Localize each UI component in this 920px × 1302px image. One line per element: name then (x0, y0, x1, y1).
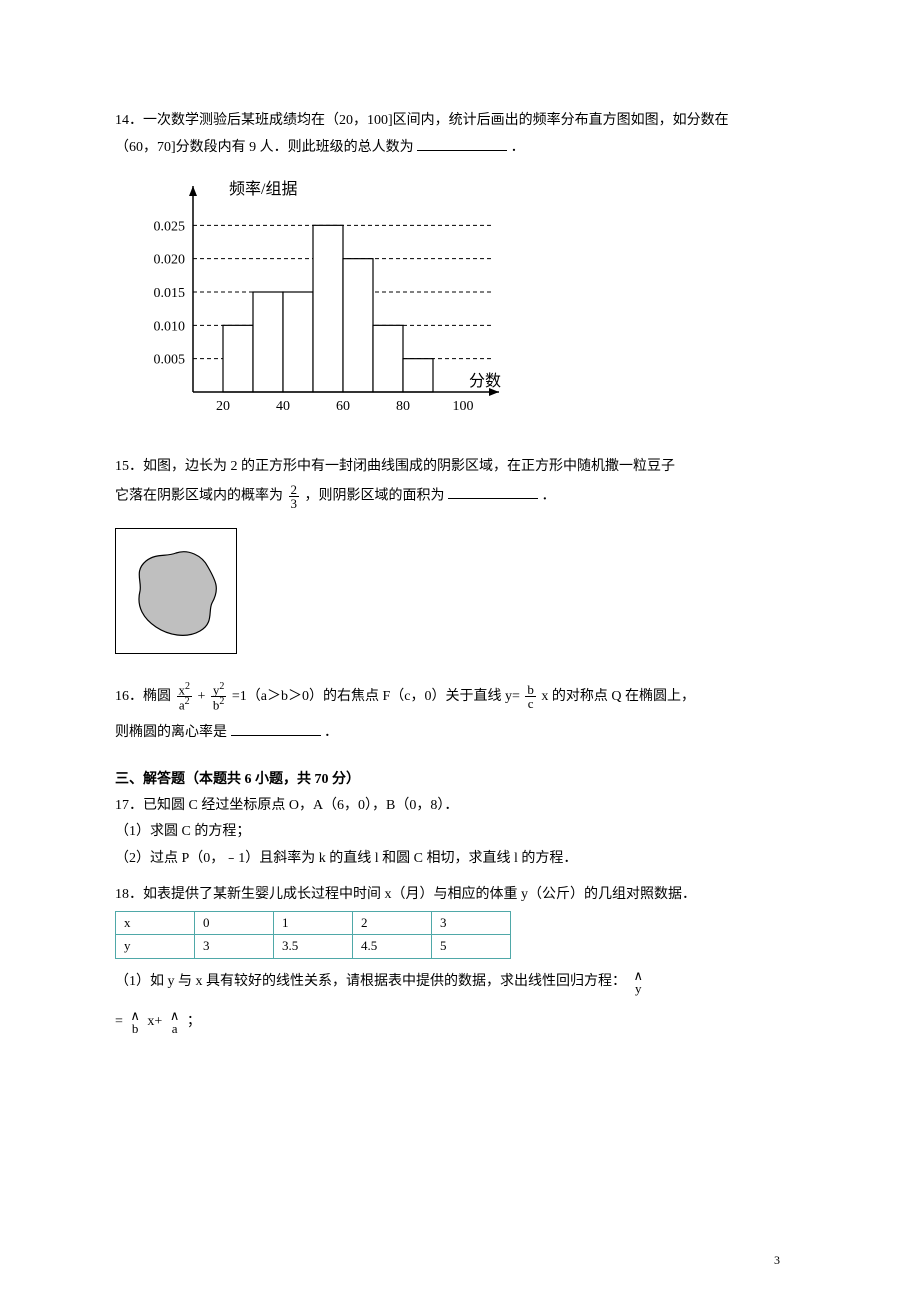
q18-eq-mid: x+ (147, 1014, 162, 1029)
svg-text:20: 20 (216, 399, 230, 414)
table-cell: 2 (353, 911, 432, 935)
q15-line1: 15．如图，边长为 2 的正方形中有一封闭曲线围成的阴影区域，在正方形中随机撒一… (115, 456, 805, 478)
q15-frac-den: 3 (289, 497, 300, 510)
table-cell: 0 (195, 911, 274, 935)
q18-l2-a: （1）如 y 与 x 具有较好的线性关系，请根据表中提供的数据，求出线性回归方程… (115, 974, 626, 989)
table-cell: 3 (432, 911, 511, 935)
q16-line2-b: ． (324, 725, 338, 740)
q14-line2-b: ． (511, 140, 525, 155)
q16-line2: 则椭圆的离心率是 ． (115, 721, 805, 744)
table-cell: 1 (274, 911, 353, 935)
q15-blank (448, 484, 538, 499)
q18-table: x0123y33.54.55 (115, 911, 511, 960)
q17-l2: （1）求圆 C 的方程； (115, 821, 805, 843)
q15-line2-a: 它落在阴影区域内的概率为 (115, 488, 283, 503)
q15-line2-b: ，则阴影区域的面积为 (305, 488, 445, 503)
table-cell: 5 (432, 935, 511, 959)
table-cell: 3 (195, 935, 274, 959)
q14-line2-a: （60，70]分数段内有 9 人．则此班级的总人数为 (115, 140, 414, 155)
q14-line1: 14．一次数学测验后某班成绩均在（20，100]区间内，统计后画出的频率分布直方… (115, 110, 805, 132)
q16-blank (231, 721, 321, 736)
q16-tail: x 的对称点 Q 在椭圆上， (541, 689, 695, 704)
svg-text:0.015: 0.015 (154, 286, 186, 301)
blob-shape (139, 551, 216, 635)
svg-text:0.020: 0.020 (154, 252, 186, 267)
q16-frac-bc: b c (525, 683, 536, 710)
q18-eq-post: ； (187, 1014, 201, 1029)
q18-l3: = ∧ b x+ ∧ a ； (115, 1009, 805, 1035)
q14-line2: （60，70]分数段内有 9 人．则此班级的总人数为 ． (115, 136, 805, 159)
svg-text:60: 60 (336, 399, 350, 414)
plus-sign: + (198, 689, 206, 704)
q15-fraction: 2 3 (289, 483, 300, 510)
hat-a: a (168, 1022, 182, 1035)
q15-line2-c: ． (542, 488, 556, 503)
q15-frac-num: 2 (289, 483, 300, 497)
hat-y: y (632, 982, 646, 995)
svg-text:0.005: 0.005 (154, 352, 186, 367)
svg-text:0.025: 0.025 (154, 219, 186, 234)
svg-text:分数: 分数 (469, 372, 501, 390)
q18-l2: （1）如 y 与 x 具有较好的线性关系，请根据表中提供的数据，求出线性回归方程… (115, 969, 805, 995)
q16-frac-b: y2 b2 (211, 682, 227, 712)
q16-bc-den: c (525, 697, 536, 710)
table-cell: 3.5 (274, 935, 353, 959)
svg-text:频率/组据: 频率/组据 (229, 180, 297, 198)
page-number: 3 (774, 1251, 780, 1270)
q16-pre: 16．椭圆 (115, 689, 171, 704)
hat-b: b (128, 1022, 142, 1035)
q17-l3: （2）过点 P（0，﹣1）且斜率为 k 的直线 l 和圆 C 相切，求直线 l … (115, 848, 805, 870)
q18-eq-pre: = (115, 1014, 123, 1029)
hat-a-icon: ∧ a (168, 1009, 182, 1035)
hat-y-icon: ∧ y (632, 969, 646, 995)
table-cell: 4.5 (353, 935, 432, 959)
q14-blank (417, 136, 507, 151)
blob-figure (115, 528, 237, 654)
table-cell: y (116, 935, 195, 959)
svg-text:0.010: 0.010 (154, 319, 186, 334)
q16-line1: 16．椭圆 x2 a2 + y2 b2 =1（a＞b＞0）的右焦点 F（c，0）… (115, 682, 805, 712)
q17-l1: 17．已知圆 C 经过坐标原点 O，A（6，0），B（0，8）． (115, 795, 805, 817)
q16-frac-a: x2 a2 (177, 682, 193, 712)
q15-line2: 它落在阴影区域内的概率为 2 3 ，则阴影区域的面积为 ． (115, 483, 805, 510)
svg-text:100: 100 (453, 399, 474, 414)
hat-b-icon: ∧ b (128, 1009, 142, 1035)
q16-line2-a: 则椭圆的离心率是 (115, 725, 227, 740)
q18-l1: 18．如表提供了某新生婴儿成长过程中时间 x（月）与相应的体重 y（公斤）的几组… (115, 884, 805, 906)
q16-mid: =1（a＞b＞0）的右焦点 F（c，0）关于直线 y= (232, 689, 520, 704)
svg-text:40: 40 (276, 399, 290, 414)
svg-text:80: 80 (396, 399, 410, 414)
histogram-chart: 0.005 0.010 0.015 0.020 0.025 20 40 60 80 100 频率/组… (123, 172, 523, 422)
q16-bc-num: b (525, 683, 536, 697)
section-3-title: 三、解答题（本题共 6 小题，共 70 分） (115, 769, 805, 791)
table-cell: x (116, 911, 195, 935)
